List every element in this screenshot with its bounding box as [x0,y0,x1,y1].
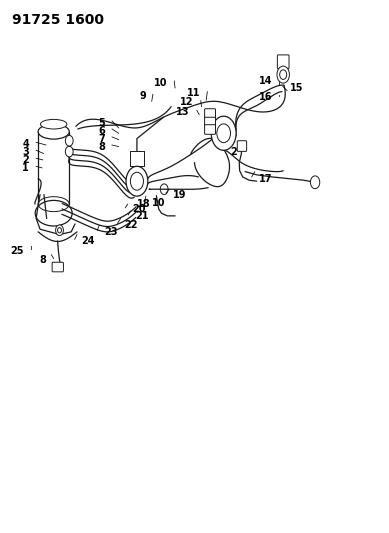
Text: 18: 18 [137,199,151,208]
Text: 14: 14 [259,76,272,86]
Circle shape [211,116,236,150]
Circle shape [126,166,148,196]
Circle shape [310,176,320,189]
Text: 3: 3 [23,147,29,157]
Circle shape [130,172,144,190]
Circle shape [65,146,73,157]
Text: 16: 16 [259,92,272,102]
Text: 2: 2 [231,147,237,157]
Circle shape [217,124,231,143]
Text: 8: 8 [40,255,47,265]
FancyBboxPatch shape [205,117,216,127]
Ellipse shape [38,124,69,139]
Text: 4: 4 [23,139,29,149]
Text: 24: 24 [82,236,95,246]
Text: 1: 1 [23,163,29,173]
Text: 7: 7 [98,134,105,143]
Text: 15: 15 [290,83,303,93]
FancyBboxPatch shape [52,262,63,272]
Text: 12: 12 [180,98,194,107]
Text: 11: 11 [187,88,200,98]
FancyBboxPatch shape [205,125,216,134]
FancyBboxPatch shape [237,141,247,151]
FancyBboxPatch shape [277,55,289,69]
Circle shape [56,225,63,236]
Text: 10: 10 [152,198,165,207]
Text: 20: 20 [132,205,146,214]
Text: 8: 8 [98,142,105,151]
Text: 10: 10 [154,78,167,87]
Text: 91725 1600: 91725 1600 [12,13,104,27]
Ellipse shape [40,119,67,129]
Text: 13: 13 [176,107,190,117]
Circle shape [280,70,287,79]
Text: 5: 5 [98,118,105,127]
Text: 17: 17 [259,174,272,183]
Circle shape [277,66,289,83]
Text: 9: 9 [139,91,146,101]
FancyBboxPatch shape [205,109,216,118]
Text: 6: 6 [98,126,105,135]
Circle shape [58,228,61,233]
Text: 23: 23 [104,227,118,237]
Text: 19: 19 [173,190,187,199]
Ellipse shape [38,197,69,212]
Text: 22: 22 [124,220,138,230]
Text: 21: 21 [135,212,149,221]
Circle shape [65,135,73,146]
Text: 2: 2 [23,155,29,165]
Text: 25: 25 [11,246,24,255]
